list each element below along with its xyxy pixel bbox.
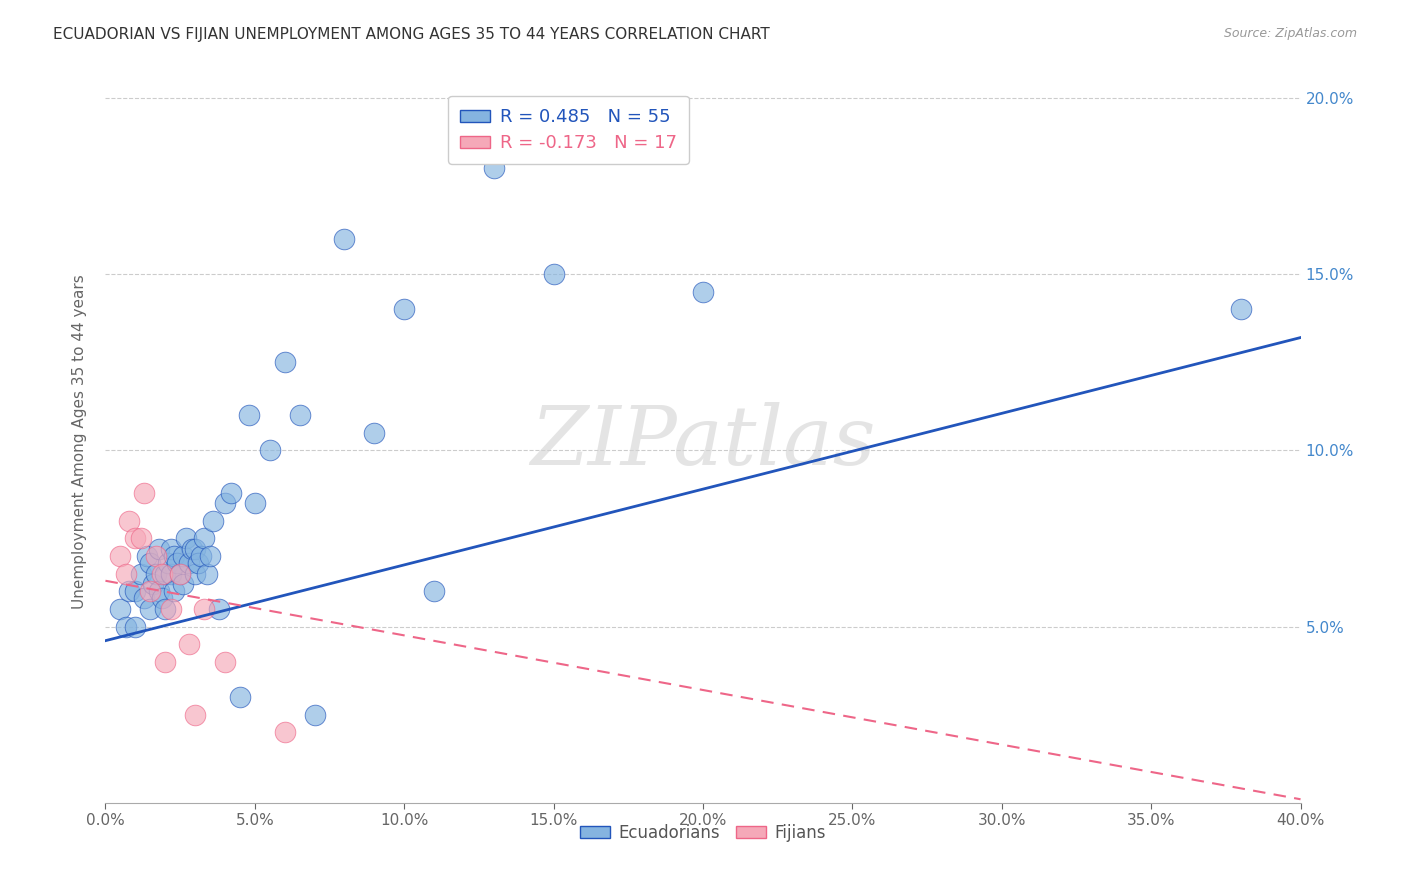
Point (214, 496, 236, 510)
Point (184, 566, 207, 581)
Point (134, 591, 156, 606)
Point (142, 577, 165, 591)
Y-axis label: Unemployment Among Ages 35 to 44 years: Unemployment Among Ages 35 to 44 years (72, 274, 87, 609)
Point (692, 285, 714, 299)
Text: Source: ZipAtlas.com: Source: ZipAtlas.com (1223, 27, 1357, 40)
Point (304, 707, 326, 722)
Point (115, 619, 138, 633)
Point (134, 485, 156, 500)
Point (394, 302, 416, 317)
Point (193, 602, 215, 616)
Point (195, 566, 218, 581)
Point (1229, 302, 1253, 317)
Point (150, 566, 173, 581)
Point (259, 443, 281, 458)
Point (198, 549, 221, 563)
Point (163, 584, 186, 599)
Point (184, 707, 207, 722)
Point (110, 602, 132, 616)
Point (129, 532, 153, 546)
Point (543, 267, 565, 281)
Point (155, 602, 177, 616)
Point (184, 542, 207, 557)
Point (129, 566, 153, 581)
Point (169, 566, 191, 581)
Point (124, 584, 146, 599)
Point (148, 542, 170, 557)
Point (190, 549, 212, 563)
Point (273, 355, 295, 369)
Point (139, 556, 162, 570)
Point (145, 549, 167, 563)
Point (193, 532, 215, 546)
Point (155, 655, 177, 669)
Point (145, 566, 167, 581)
Point (157, 556, 180, 570)
Point (273, 725, 295, 739)
Point (229, 690, 252, 704)
Text: ZIPatlas: ZIPatlas (530, 401, 876, 482)
Point (124, 532, 146, 546)
Point (243, 496, 266, 510)
Point (124, 619, 146, 633)
Text: ECUADORIAN VS FIJIAN UNEMPLOYMENT AMONG AGES 35 TO 44 YEARS CORRELATION CHART: ECUADORIAN VS FIJIAN UNEMPLOYMENT AMONG … (53, 27, 770, 42)
Point (110, 549, 132, 563)
Point (166, 556, 188, 570)
Point (160, 566, 183, 581)
Point (208, 602, 231, 616)
Point (155, 566, 177, 581)
Point (482, 161, 505, 176)
Point (169, 566, 191, 581)
Point (118, 514, 141, 528)
Point (177, 556, 201, 570)
Point (163, 549, 186, 563)
Point (177, 637, 201, 651)
Point (219, 485, 242, 500)
Point (160, 602, 183, 616)
Point (238, 408, 260, 422)
Point (181, 542, 204, 557)
Point (139, 602, 162, 616)
Point (202, 514, 225, 528)
Point (160, 542, 183, 557)
Point (136, 549, 159, 563)
Point (214, 655, 236, 669)
Point (423, 584, 446, 599)
Point (172, 577, 194, 591)
Point (363, 425, 385, 440)
Point (118, 584, 141, 599)
Point (288, 408, 311, 422)
Point (172, 549, 194, 563)
Point (333, 232, 356, 246)
Point (115, 566, 138, 581)
Legend: Ecuadorians, Fijians: Ecuadorians, Fijians (574, 817, 832, 848)
Point (139, 584, 162, 599)
Point (150, 591, 173, 606)
Point (174, 532, 197, 546)
Point (187, 556, 209, 570)
Point (148, 584, 170, 599)
